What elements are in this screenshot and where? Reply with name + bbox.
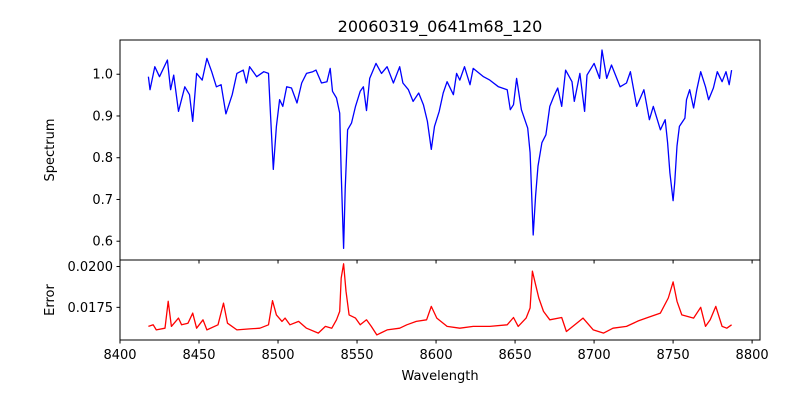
error-axes: 0.0175 0.0200 8400 8450 8500 8550 8600 8650 8700… <box>68 259 769 363</box>
x-tick-label: 8650 <box>499 348 532 363</box>
spectrum-axes-frame <box>119 39 761 261</box>
x-tick-label: 8750 <box>657 348 690 363</box>
x-tick-label: 8500 <box>261 348 294 363</box>
spectrum-series-line <box>147 49 733 249</box>
error-axes-frame <box>119 259 761 341</box>
x-tick-label: 8800 <box>736 348 769 363</box>
y-axis-label-spectrum: Spectrum <box>43 119 58 182</box>
y-tick-label: 0.9 <box>92 109 113 124</box>
error-series-line <box>148 263 732 336</box>
x-axis-label: Wavelength <box>401 369 478 384</box>
y-axis-label-error: Error <box>43 284 58 316</box>
y-tick-label: 0.0175 <box>68 301 114 316</box>
y-tick-label: 0.0200 <box>68 260 114 275</box>
y-tick-label: 0.7 <box>92 193 113 208</box>
y-tick-label: 0.8 <box>92 151 113 166</box>
chart-title: 20060319_0641m68_120 <box>338 17 543 37</box>
y-tick-label: 0.6 <box>92 235 113 250</box>
x-tick-label: 8700 <box>578 348 611 363</box>
x-tick-label: 8450 <box>182 348 215 363</box>
x-tick-label: 8550 <box>340 348 373 363</box>
x-tick-label: 8600 <box>420 348 453 363</box>
y-tick-label: 1.0 <box>92 68 113 83</box>
x-tick-label: 8400 <box>103 348 136 363</box>
spectrum-axes: 0.6 0.7 0.8 0.9 1.0 <box>92 39 761 264</box>
